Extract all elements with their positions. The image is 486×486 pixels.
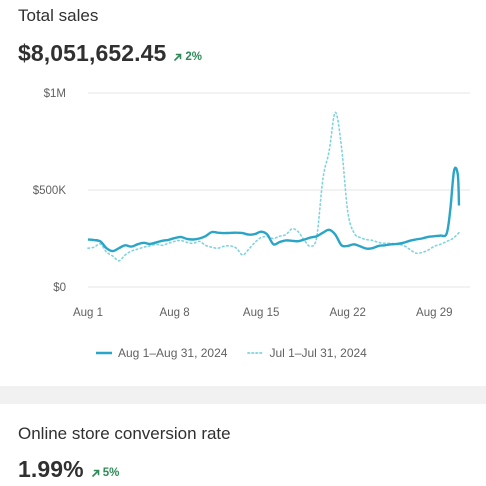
trend-up-arrow-icon <box>174 53 182 61</box>
chart-legend: Aug 1–Aug 31, 2024 Jul 1–Jul 31, 2024 <box>96 346 387 360</box>
series-line-comparison <box>87 111 460 262</box>
chart-x-axis: Aug 1 Aug 8 Aug 15 Aug 22 Aug 29 <box>73 307 453 319</box>
y-tick-label: $500K <box>33 185 67 197</box>
sales-metric-row: $8,051,652.45 2% <box>18 40 202 67</box>
y-tick-label: $1M <box>44 88 66 100</box>
legend-solid-line-swatch <box>96 351 112 355</box>
chart-gridlines <box>88 92 470 288</box>
legend-item-current[interactable]: Aug 1–Aug 31, 2024 <box>96 346 227 360</box>
conversion-trend-badge: 5% <box>91 467 120 479</box>
conversion-card-title: Online store conversion rate <box>18 424 231 443</box>
chart-series <box>87 111 461 262</box>
legend-label-current: Aug 1–Aug 31, 2024 <box>118 346 228 360</box>
legend-item-comparison[interactable]: Jul 1–Jul 31, 2024 <box>247 346 367 360</box>
total-sales-value: $8,051,652.45 <box>18 40 167 66</box>
series-line-current <box>87 166 461 253</box>
total-sales-card: Total sales $8,051,652.45 2% $0 $500K $1M … <box>0 0 486 386</box>
x-tick-label: Aug 22 <box>329 307 365 319</box>
trend-up-arrow-icon <box>91 469 100 477</box>
legend-label-comparison: Jul 1–Jul 31, 2024 <box>269 346 367 360</box>
x-tick-label: Aug 1 <box>73 307 103 319</box>
conversion-rate-value: 1.99% <box>18 456 84 482</box>
x-tick-label: Aug 29 <box>416 307 452 319</box>
sales-trend-value: 2% <box>185 51 203 63</box>
y-tick-label: $0 <box>53 282 66 294</box>
sales-card-title: Total sales <box>18 6 99 25</box>
x-tick-label: Aug 15 <box>243 307 279 319</box>
conversion-trend-value: 5% <box>102 467 120 479</box>
sales-trend-badge: 2% <box>174 51 202 63</box>
total-sales-line-chart: $0 $500K $1M Aug 1 Aug 8 Aug 15 Aug 22 Aug 29 <box>33 88 470 319</box>
conversion-rate-card: Online store conversion rate 1.99% 5% <box>0 404 486 486</box>
x-tick-label: Aug 8 <box>160 307 190 319</box>
conversion-metric-row: 1.99% 5% <box>18 456 119 483</box>
legend-dotted-line-swatch <box>247 352 264 354</box>
chart-y-axis: $0 $500K $1M <box>33 88 67 294</box>
